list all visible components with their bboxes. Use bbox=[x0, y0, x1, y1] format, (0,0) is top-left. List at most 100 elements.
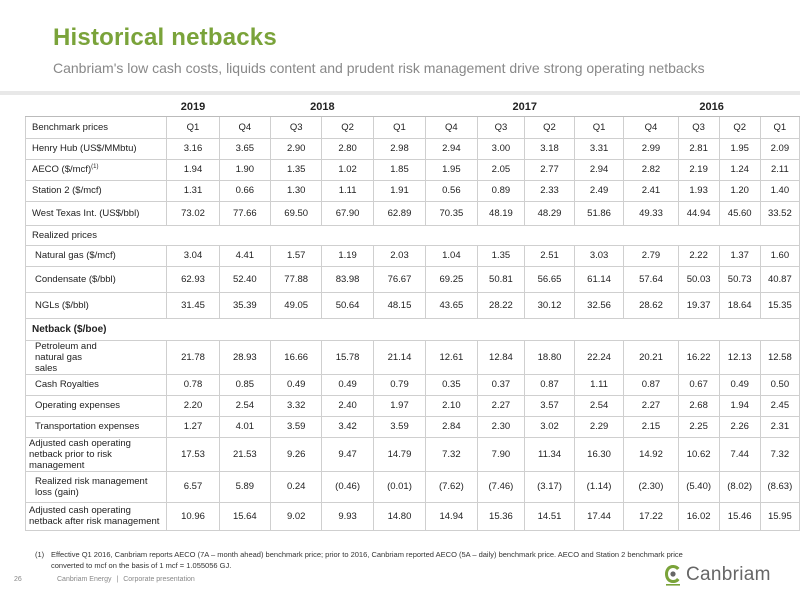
benchmark-value: 2.77 bbox=[524, 158, 575, 181]
netback-value: 17.22 bbox=[623, 501, 679, 531]
benchmark-prices-label: Benchmark prices bbox=[24, 115, 168, 139]
row-label-text: Henry Hub (US$/MMbtu) bbox=[32, 143, 137, 154]
footnote-text: Effective Q1 2016, Canbriam reports AECO… bbox=[51, 550, 683, 570]
realized-value: 2.51 bbox=[524, 244, 575, 267]
quarter-header: Q3 bbox=[270, 115, 323, 139]
benchmark-value: 1.11 bbox=[321, 179, 374, 202]
netback-value: 0.50 bbox=[759, 373, 800, 396]
benchmark-value: 3.18 bbox=[524, 137, 575, 160]
realized-value: 1.19 bbox=[321, 244, 374, 267]
netback-value: 0.79 bbox=[372, 373, 427, 396]
benchmark-value: 73.02 bbox=[166, 200, 220, 226]
netback-header-blank bbox=[719, 317, 761, 341]
netback-value: (2.30) bbox=[623, 470, 679, 503]
netback-value: 1.11 bbox=[573, 373, 625, 396]
benchmark-value: 69.50 bbox=[270, 200, 323, 226]
netback-value: 7.32 bbox=[759, 436, 800, 472]
benchmark-value: 0.56 bbox=[425, 179, 478, 202]
benchmark-row-label: Henry Hub (US$/MMbtu) bbox=[24, 137, 168, 160]
netback-value: (5.40) bbox=[677, 470, 720, 503]
netback-value: (8.02) bbox=[718, 470, 761, 503]
realized-header-blank bbox=[678, 224, 720, 246]
netback-value: 2.27 bbox=[476, 394, 526, 417]
netback-row: Operating expenses 2.20 2.54 3.32 2.40 1.97 2.… bbox=[24, 394, 800, 417]
realized-value: 48.15 bbox=[372, 291, 427, 319]
benchmark-value: 1.40 bbox=[759, 179, 800, 202]
realized-value: 50.03 bbox=[677, 265, 720, 293]
footer-separator: | bbox=[116, 576, 119, 583]
netback-value: 12.84 bbox=[476, 339, 526, 375]
benchmark-value: 62.89 bbox=[372, 200, 427, 226]
benchmark-value: 1.93 bbox=[677, 179, 720, 202]
benchmark-value: 2.94 bbox=[425, 137, 478, 160]
year-2018: 2018 bbox=[219, 98, 426, 117]
netback-value: 15.64 bbox=[218, 501, 272, 531]
netback-value: 9.93 bbox=[321, 501, 374, 531]
quarter-header: Q1 bbox=[166, 115, 220, 139]
benchmark-value: 2.19 bbox=[677, 158, 720, 181]
netback-row: Adjusted cash operating netback prior to… bbox=[24, 436, 800, 472]
benchmark-header-row: Benchmark prices Q1 Q4 Q3 Q2 Q1 Q4 Q3 Q2 Q1 Q4 Q3 Q2… bbox=[24, 115, 800, 139]
netback-row-label: Cash Royalties bbox=[24, 373, 168, 396]
netback-value: 6.57 bbox=[166, 470, 220, 503]
netback-row-label: Transportation expenses bbox=[24, 415, 168, 438]
footnote: (1) Effective Q1 2016, Canbriam reports A… bbox=[35, 549, 691, 571]
realized-value: 49.05 bbox=[270, 291, 323, 319]
netback-value: 2.20 bbox=[166, 394, 220, 417]
benchmark-value: 1.95 bbox=[425, 158, 478, 181]
row-label-text: AECO ($/mcf) bbox=[32, 164, 92, 176]
benchmark-value: 1.95 bbox=[718, 137, 761, 160]
netback-header-blank bbox=[321, 317, 374, 341]
realized-value: 31.45 bbox=[166, 291, 220, 319]
netback-value: (8.63) bbox=[759, 470, 800, 503]
realized-value: 2.03 bbox=[372, 244, 427, 267]
slide-subtitle: Canbriam's low cash costs, liquids conte… bbox=[53, 60, 705, 76]
benchmark-value: 2.05 bbox=[476, 158, 526, 181]
realized-value: 18.64 bbox=[718, 291, 761, 319]
netback-value: 2.40 bbox=[321, 394, 374, 417]
footnote-ref: (1) bbox=[91, 163, 99, 170]
quarter-header: Q2 bbox=[321, 115, 374, 139]
realized-value: 57.64 bbox=[623, 265, 679, 293]
realized-value: 50.73 bbox=[718, 265, 761, 293]
realized-value: 43.65 bbox=[425, 291, 478, 319]
benchmark-value: 2.80 bbox=[321, 137, 374, 160]
netback-value: 0.37 bbox=[476, 373, 526, 396]
netback-value: 7.44 bbox=[718, 436, 761, 472]
benchmark-value: 1.31 bbox=[166, 179, 220, 202]
netback-value: 2.45 bbox=[759, 394, 800, 417]
benchmark-row: West Texas Int. (US$/bbl) 73.02 77.66 69.50… bbox=[24, 200, 800, 226]
netback-row: Transportation expenses 1.27 4.01 3.59 3.42 3… bbox=[24, 415, 800, 438]
benchmark-value: 51.86 bbox=[573, 200, 625, 226]
quarter-header: Q2 bbox=[718, 115, 761, 139]
realized-header-blank bbox=[574, 224, 624, 246]
benchmark-value: 45.60 bbox=[718, 200, 761, 226]
netback-value: 15.95 bbox=[759, 501, 800, 531]
netback-value: 9.26 bbox=[270, 436, 323, 472]
realized-value: 61.14 bbox=[573, 265, 625, 293]
realized-value: 1.04 bbox=[425, 244, 478, 267]
realized-price-row: Condensate ($/bbl) 62.93 52.40 77.88 83.98 76… bbox=[24, 265, 800, 293]
netback-row: Petroleum and natural gas sales 21.78 28.9… bbox=[24, 339, 800, 375]
netback-header-blank bbox=[760, 317, 800, 341]
quarter-header: Q4 bbox=[425, 115, 478, 139]
netback-row-label: Operating expenses bbox=[24, 394, 168, 417]
netback-row: Adjusted cash operating netback after ri… bbox=[24, 501, 800, 531]
footer-doc: Corporate presentation bbox=[123, 576, 195, 583]
benchmark-value: 1.94 bbox=[166, 158, 220, 181]
realized-header-blank bbox=[425, 224, 478, 246]
year-2017: 2017 bbox=[425, 98, 624, 117]
netback-value: 2.54 bbox=[218, 394, 272, 417]
netback-value: (3.17) bbox=[524, 470, 575, 503]
quarter-header: Q3 bbox=[677, 115, 720, 139]
year-2016: 2016 bbox=[623, 98, 800, 117]
netback-header-blank bbox=[574, 317, 624, 341]
netback-value: 18.80 bbox=[524, 339, 575, 375]
realized-header-blank bbox=[719, 224, 761, 246]
realized-value: 62.93 bbox=[166, 265, 220, 293]
netback-value: 3.59 bbox=[372, 415, 427, 438]
netback-header-row: Netback ($/boe) bbox=[24, 317, 800, 341]
benchmark-value: 2.82 bbox=[623, 158, 679, 181]
netback-value: 16.30 bbox=[573, 436, 625, 472]
quarter-header: Q1 bbox=[759, 115, 800, 139]
